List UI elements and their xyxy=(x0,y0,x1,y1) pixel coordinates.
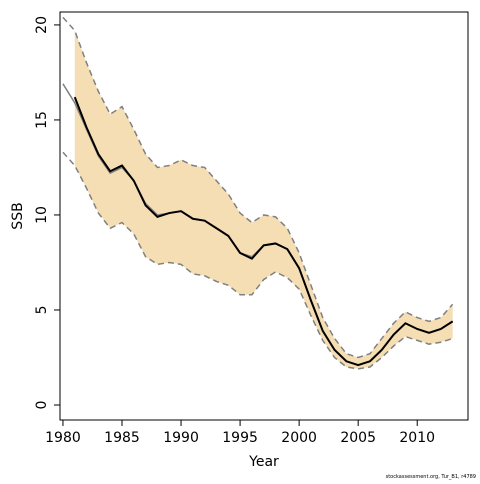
x-tick-label: 1990 xyxy=(163,430,199,446)
x-tick-label: 1980 xyxy=(45,430,81,446)
series-line xyxy=(62,151,453,370)
footnote: stockassessment.org, Tur_B1, r4789 xyxy=(386,474,476,480)
y-axis-label: SSB xyxy=(10,202,26,229)
series-line xyxy=(73,96,454,367)
plot-frame xyxy=(59,11,469,421)
y-tick-label: 15 xyxy=(34,111,50,129)
confidence-band xyxy=(74,30,453,369)
x-tick-label: 2005 xyxy=(340,430,376,446)
x-tick-label: 1985 xyxy=(104,430,140,446)
y-tick-label: 10 xyxy=(34,206,50,224)
y-tick-label: 5 xyxy=(34,306,50,315)
x-tick-label: 2010 xyxy=(399,430,435,446)
series-line xyxy=(62,16,454,359)
x-axis-label: Year xyxy=(248,454,279,470)
x-tick-label: 2000 xyxy=(281,430,317,446)
y-tick-label: 0 xyxy=(34,401,50,410)
y-tick-label: 20 xyxy=(34,16,50,34)
x-tick-label: 1995 xyxy=(222,430,258,446)
